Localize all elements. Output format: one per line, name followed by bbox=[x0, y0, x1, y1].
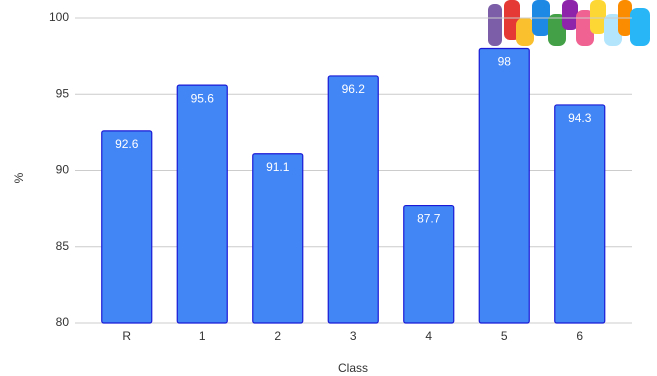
bar bbox=[252, 153, 304, 324]
x-tick-label: 3 bbox=[350, 329, 357, 343]
x-tick-label: 1 bbox=[199, 329, 206, 343]
y-tick-label: 80 bbox=[56, 315, 70, 329]
y-tick-label: 90 bbox=[56, 163, 70, 177]
bar bbox=[554, 104, 606, 324]
x-tick-label: 5 bbox=[501, 329, 508, 343]
value-label: 94.3 bbox=[568, 111, 592, 125]
x-tick-label: R bbox=[122, 329, 131, 343]
x-axis-title: Class bbox=[338, 361, 368, 375]
value-label: 98 bbox=[498, 55, 512, 69]
y-axis-title: % bbox=[12, 172, 26, 183]
y-tick-label: 95 bbox=[56, 86, 70, 100]
bar bbox=[403, 204, 455, 324]
x-tick-label: 6 bbox=[576, 329, 583, 343]
bar bbox=[176, 84, 228, 324]
y-tick-label: 85 bbox=[56, 239, 70, 253]
value-label: 96.2 bbox=[342, 82, 366, 96]
bar bbox=[101, 130, 153, 324]
x-tick-label: 2 bbox=[274, 329, 281, 343]
bar bbox=[478, 47, 530, 324]
value-label: 92.6 bbox=[115, 137, 139, 151]
bar bbox=[327, 75, 379, 324]
value-label: 95.6 bbox=[191, 91, 215, 105]
x-tick-label: 4 bbox=[425, 329, 432, 343]
value-label: 87.7 bbox=[417, 212, 441, 226]
hands-decoration bbox=[488, 0, 650, 46]
value-label: 91.1 bbox=[266, 160, 290, 174]
y-tick-label: 100 bbox=[49, 10, 69, 24]
